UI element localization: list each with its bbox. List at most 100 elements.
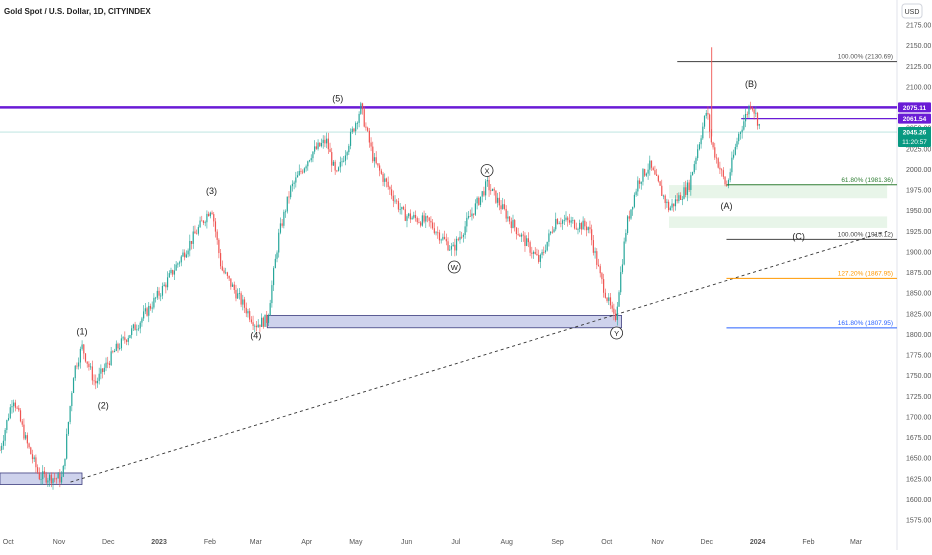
y-tick-label: 1900.00 — [906, 249, 931, 256]
candle-body — [377, 163, 379, 166]
candle-body — [678, 195, 680, 202]
countdown-label: 11:20:57 — [902, 139, 927, 146]
candle-body — [565, 217, 567, 220]
candle-body — [319, 142, 321, 147]
candle-body — [153, 297, 155, 308]
candle-body — [577, 228, 579, 230]
x-tick-label: Feb — [204, 539, 216, 546]
price-badge — [898, 113, 931, 124]
candle-body — [613, 308, 615, 314]
candle-body — [476, 197, 478, 204]
candle-body — [561, 220, 564, 224]
candle-body — [536, 253, 538, 256]
candle-body — [365, 126, 367, 128]
candle-body — [746, 113, 748, 115]
price-badge — [898, 102, 931, 113]
candle-body — [88, 363, 90, 368]
candle-body — [442, 236, 444, 240]
candle-body — [184, 252, 186, 258]
candle-body — [199, 220, 201, 228]
candle-body — [640, 181, 642, 184]
candle-body — [479, 196, 482, 205]
candle-body — [635, 191, 637, 195]
candle-body — [288, 196, 290, 198]
candle-body — [709, 114, 711, 132]
candle-body — [177, 263, 179, 265]
candle-body — [751, 107, 753, 110]
candles-layer — [0, 47, 760, 490]
candle-body — [76, 365, 78, 367]
candle-body — [426, 216, 429, 218]
candle-body — [657, 175, 659, 182]
candle-body — [397, 201, 400, 210]
candle-body — [591, 229, 593, 241]
candle-body — [149, 305, 152, 309]
candle-body — [339, 161, 341, 168]
y-tick-label: 1950.00 — [906, 208, 931, 215]
candle-body — [298, 171, 300, 176]
candle-body — [245, 307, 247, 314]
candle-body — [180, 256, 182, 263]
candle-body — [355, 123, 357, 132]
candle-body — [659, 181, 661, 186]
y-tick-label: 2150.00 — [906, 43, 931, 50]
x-axis: Oct Nov Dec 2023 Feb Mar Apr May Jun Jul Aug Sep Oct… — [3, 539, 863, 546]
candle-body — [102, 368, 104, 373]
candle-body — [66, 434, 68, 459]
candle-body — [579, 222, 581, 229]
candle-body — [261, 317, 263, 327]
candle-body — [69, 406, 71, 422]
candle-body — [570, 220, 572, 223]
y-tick-label: 2125.00 — [906, 64, 931, 71]
candle-body — [197, 227, 199, 234]
wave-label: (3) — [206, 186, 217, 196]
candle-body — [122, 337, 124, 339]
candle-body — [567, 217, 569, 221]
candle-body — [373, 157, 376, 162]
candle-body — [538, 255, 540, 262]
candle-body — [42, 471, 44, 480]
candle-body — [445, 239, 447, 242]
candle-body — [490, 190, 492, 192]
candle-body — [57, 473, 59, 479]
candle-body — [524, 235, 526, 247]
x-tick-label: Jun — [401, 539, 412, 546]
candle-body — [187, 250, 189, 255]
candle-body — [219, 253, 222, 267]
fib-level-label: 61.80% (1981.36) — [841, 177, 893, 184]
candle-body — [736, 141, 738, 147]
y-tick-label: 1775.00 — [906, 353, 931, 360]
candle-body — [592, 240, 594, 253]
candle-body — [608, 297, 610, 301]
fib-level-label: 127.20% (1867.95) — [838, 270, 893, 277]
candle-body — [322, 139, 324, 143]
candle-body — [382, 173, 384, 182]
candle-body — [194, 231, 196, 234]
candle-body — [411, 217, 413, 220]
candle-body — [136, 329, 138, 331]
y-tick-label: 2175.00 — [906, 23, 931, 30]
candle-body — [314, 146, 316, 152]
candle-body — [408, 213, 410, 217]
candle-body — [267, 315, 270, 323]
support-zone — [266, 314, 622, 329]
candle-body — [0, 449, 1, 451]
candle-body — [483, 191, 485, 196]
candle-body — [601, 273, 603, 280]
candle-body — [156, 290, 158, 298]
x-tick-label: Oct — [3, 539, 14, 546]
currency-button[interactable]: USD — [901, 3, 923, 19]
candle-body — [671, 203, 673, 208]
candle-body — [698, 144, 700, 150]
candle-body — [271, 285, 273, 304]
candle-body — [305, 166, 307, 169]
candle-body — [430, 220, 432, 223]
candle-body — [243, 299, 246, 308]
candle-body — [202, 220, 205, 223]
wave-label: (C) — [792, 232, 805, 242]
candle-body — [459, 236, 461, 240]
candle-body — [555, 219, 557, 230]
candle-body — [467, 216, 470, 218]
candle-body — [435, 232, 437, 234]
candle-body — [103, 367, 105, 373]
